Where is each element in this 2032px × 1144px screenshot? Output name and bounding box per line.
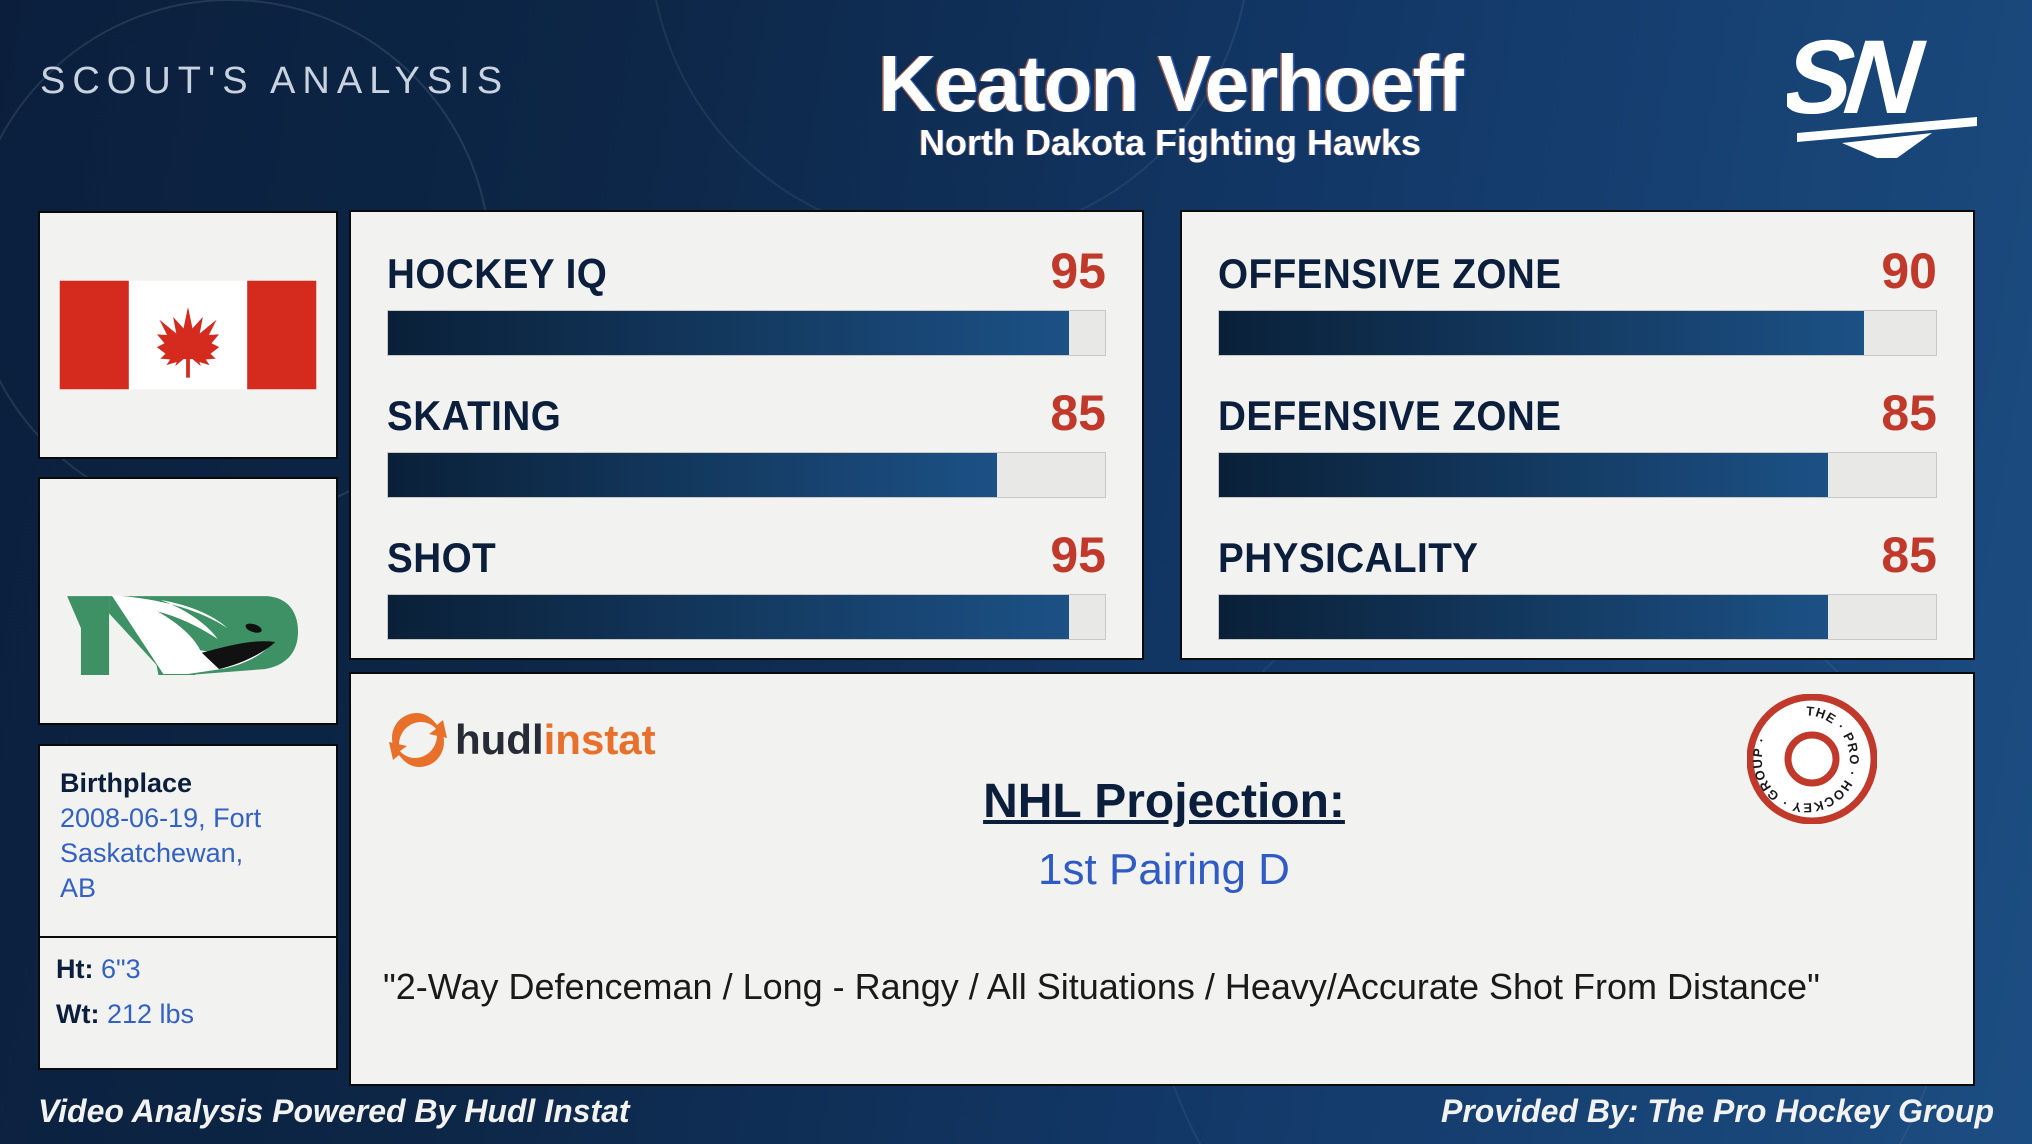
svg-text:hudlinstat: hudlinstat bbox=[455, 716, 656, 763]
svg-text:SN: SN bbox=[1787, 25, 1929, 136]
